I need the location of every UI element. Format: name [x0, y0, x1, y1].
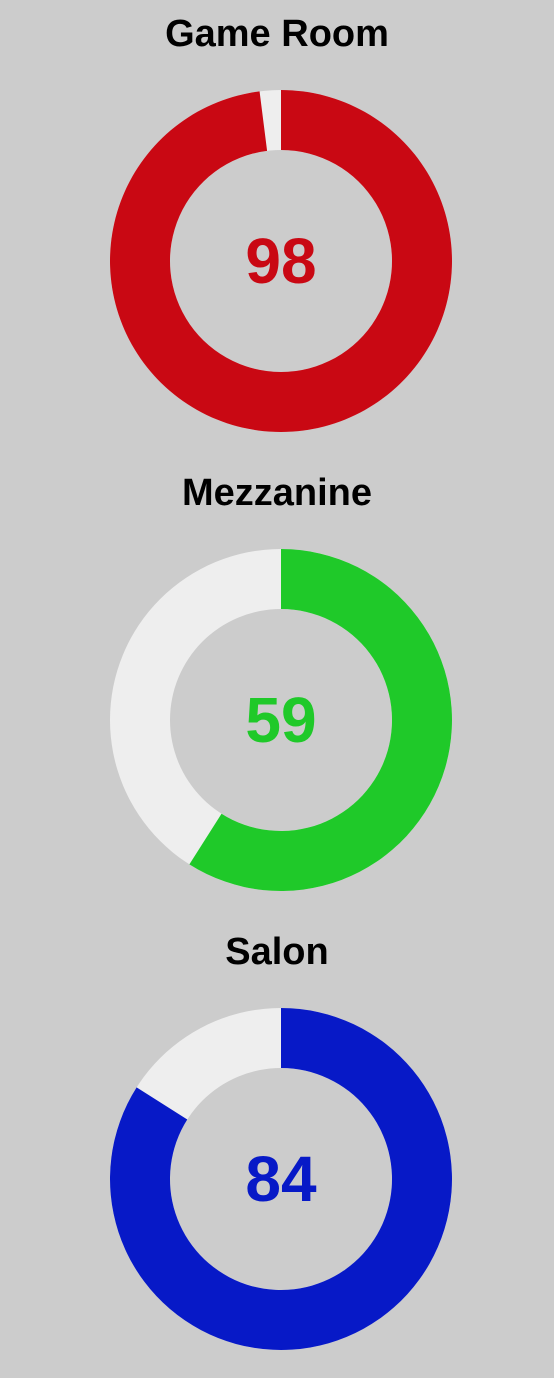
gauge-title: Mezzanine	[181, 472, 373, 514]
gauge-mezzanine: Mezzanine 59	[0, 459, 554, 918]
donut-chart: 84	[109, 1008, 452, 1350]
gauge-value-label: 98	[245, 225, 316, 297]
gauge-value-label: 84	[245, 1143, 317, 1215]
gauge-title: Game Room	[165, 13, 389, 55]
gauge-salon: Salon 84	[0, 918, 554, 1377]
gauge-title: Salon	[225, 931, 329, 973]
gauge-value-arc	[189, 549, 452, 891]
donut-chart: 59	[109, 549, 452, 891]
gauge-value-arc	[109, 1008, 452, 1350]
gauge-value-arc	[110, 90, 452, 432]
gauge-value-label: 59	[245, 684, 316, 756]
gauge-game-room: Game Room 98	[0, 0, 554, 459]
donut-chart: 98	[109, 90, 452, 432]
